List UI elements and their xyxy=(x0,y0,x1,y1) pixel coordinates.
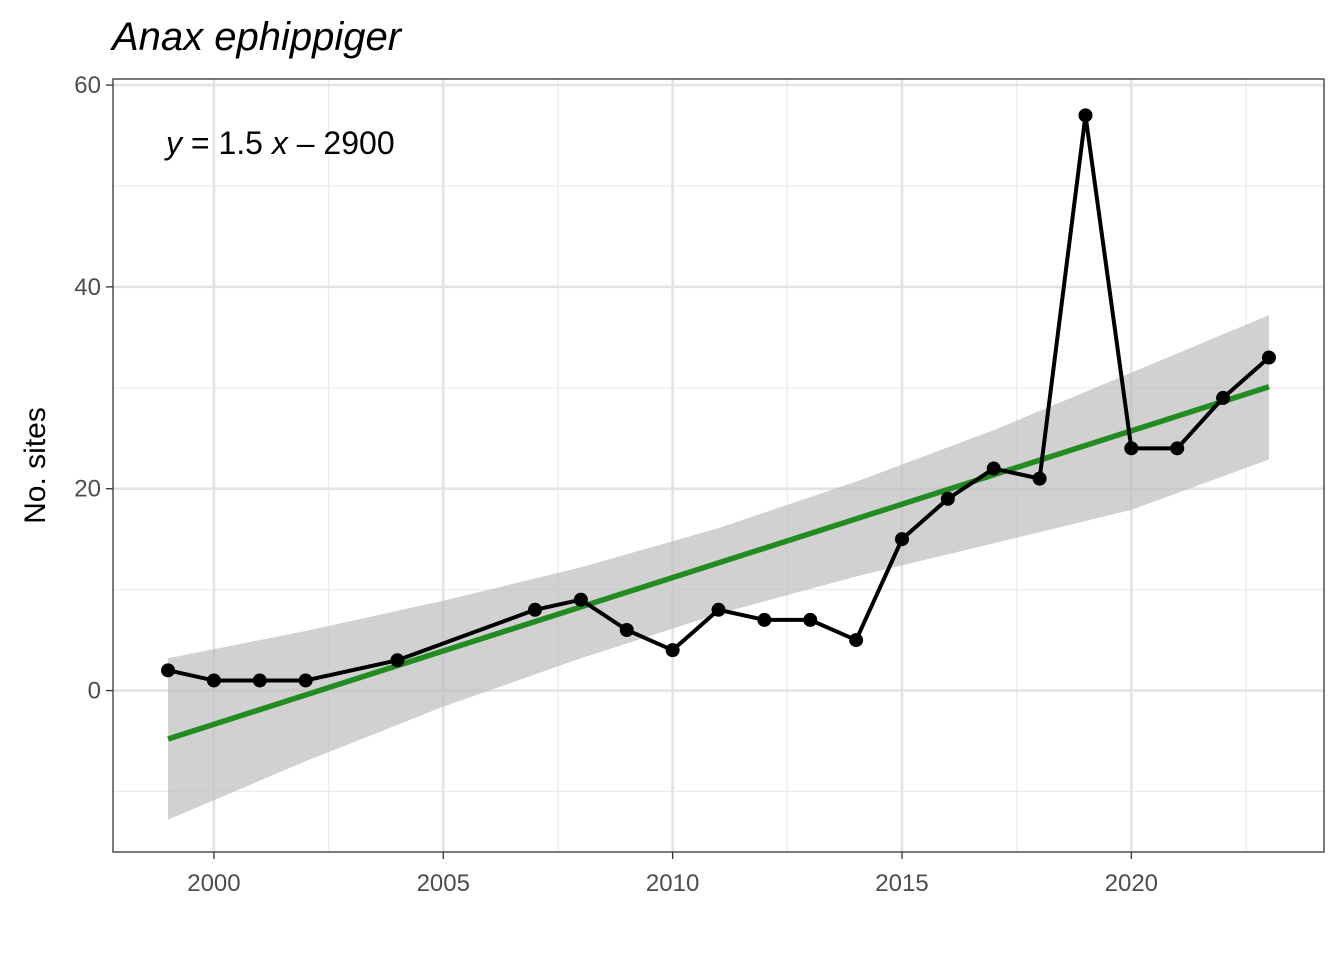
y-tick-label: 20 xyxy=(74,476,101,503)
data-point xyxy=(665,643,680,658)
panel-border xyxy=(112,78,1325,853)
equation-x-var: x xyxy=(270,125,289,161)
data-point xyxy=(986,461,1001,476)
data-point xyxy=(894,532,909,547)
data-point xyxy=(573,592,588,607)
fit-line-layer xyxy=(167,384,1270,742)
confidence-band-layer xyxy=(168,315,1269,820)
data-point xyxy=(940,491,955,506)
series-layer xyxy=(161,108,1276,688)
equation-intercept: – 2900 xyxy=(288,125,395,161)
series-line xyxy=(167,113,1271,683)
data-point xyxy=(1170,441,1185,456)
data-point xyxy=(206,673,221,688)
data-point xyxy=(757,612,772,627)
x-tick-label: 2020 xyxy=(1105,870,1158,897)
y-axis-title: No. sites xyxy=(19,407,52,524)
y-tick-label: 40 xyxy=(74,274,101,301)
data-point xyxy=(711,602,726,617)
data-point xyxy=(298,673,313,688)
data-point xyxy=(1078,108,1093,123)
data-point xyxy=(803,612,818,627)
confidence-band xyxy=(168,315,1269,820)
data-point xyxy=(1032,471,1047,486)
y-tick-label: 0 xyxy=(88,678,101,705)
x-tick-label: 2000 xyxy=(187,870,240,897)
data-point xyxy=(1216,390,1231,405)
y-tick-label: 60 xyxy=(74,72,101,99)
x-tick-label: 2005 xyxy=(417,870,470,897)
minor-gridlines xyxy=(113,79,1324,852)
data-point xyxy=(528,602,543,617)
data-point xyxy=(161,663,176,678)
data-point xyxy=(1261,350,1276,365)
data-point xyxy=(1124,441,1139,456)
equation-slope: = 1.5 xyxy=(182,125,272,161)
x-axis: 2000 2005 2010 2015 2020 xyxy=(187,852,1158,897)
chart-title: Anax ephippiger xyxy=(110,15,403,59)
fit-line xyxy=(167,384,1270,742)
x-tick-label: 2010 xyxy=(646,870,699,897)
data-point xyxy=(849,633,864,648)
equation-y-var: y xyxy=(164,125,184,161)
regression-equation: y = 1.5 x – 2900 xyxy=(164,125,395,161)
y-axis: 0 20 40 60 xyxy=(74,72,113,705)
data-point xyxy=(619,622,634,637)
data-point xyxy=(252,673,267,688)
data-point xyxy=(390,653,405,668)
x-tick-label: 2015 xyxy=(875,870,928,897)
